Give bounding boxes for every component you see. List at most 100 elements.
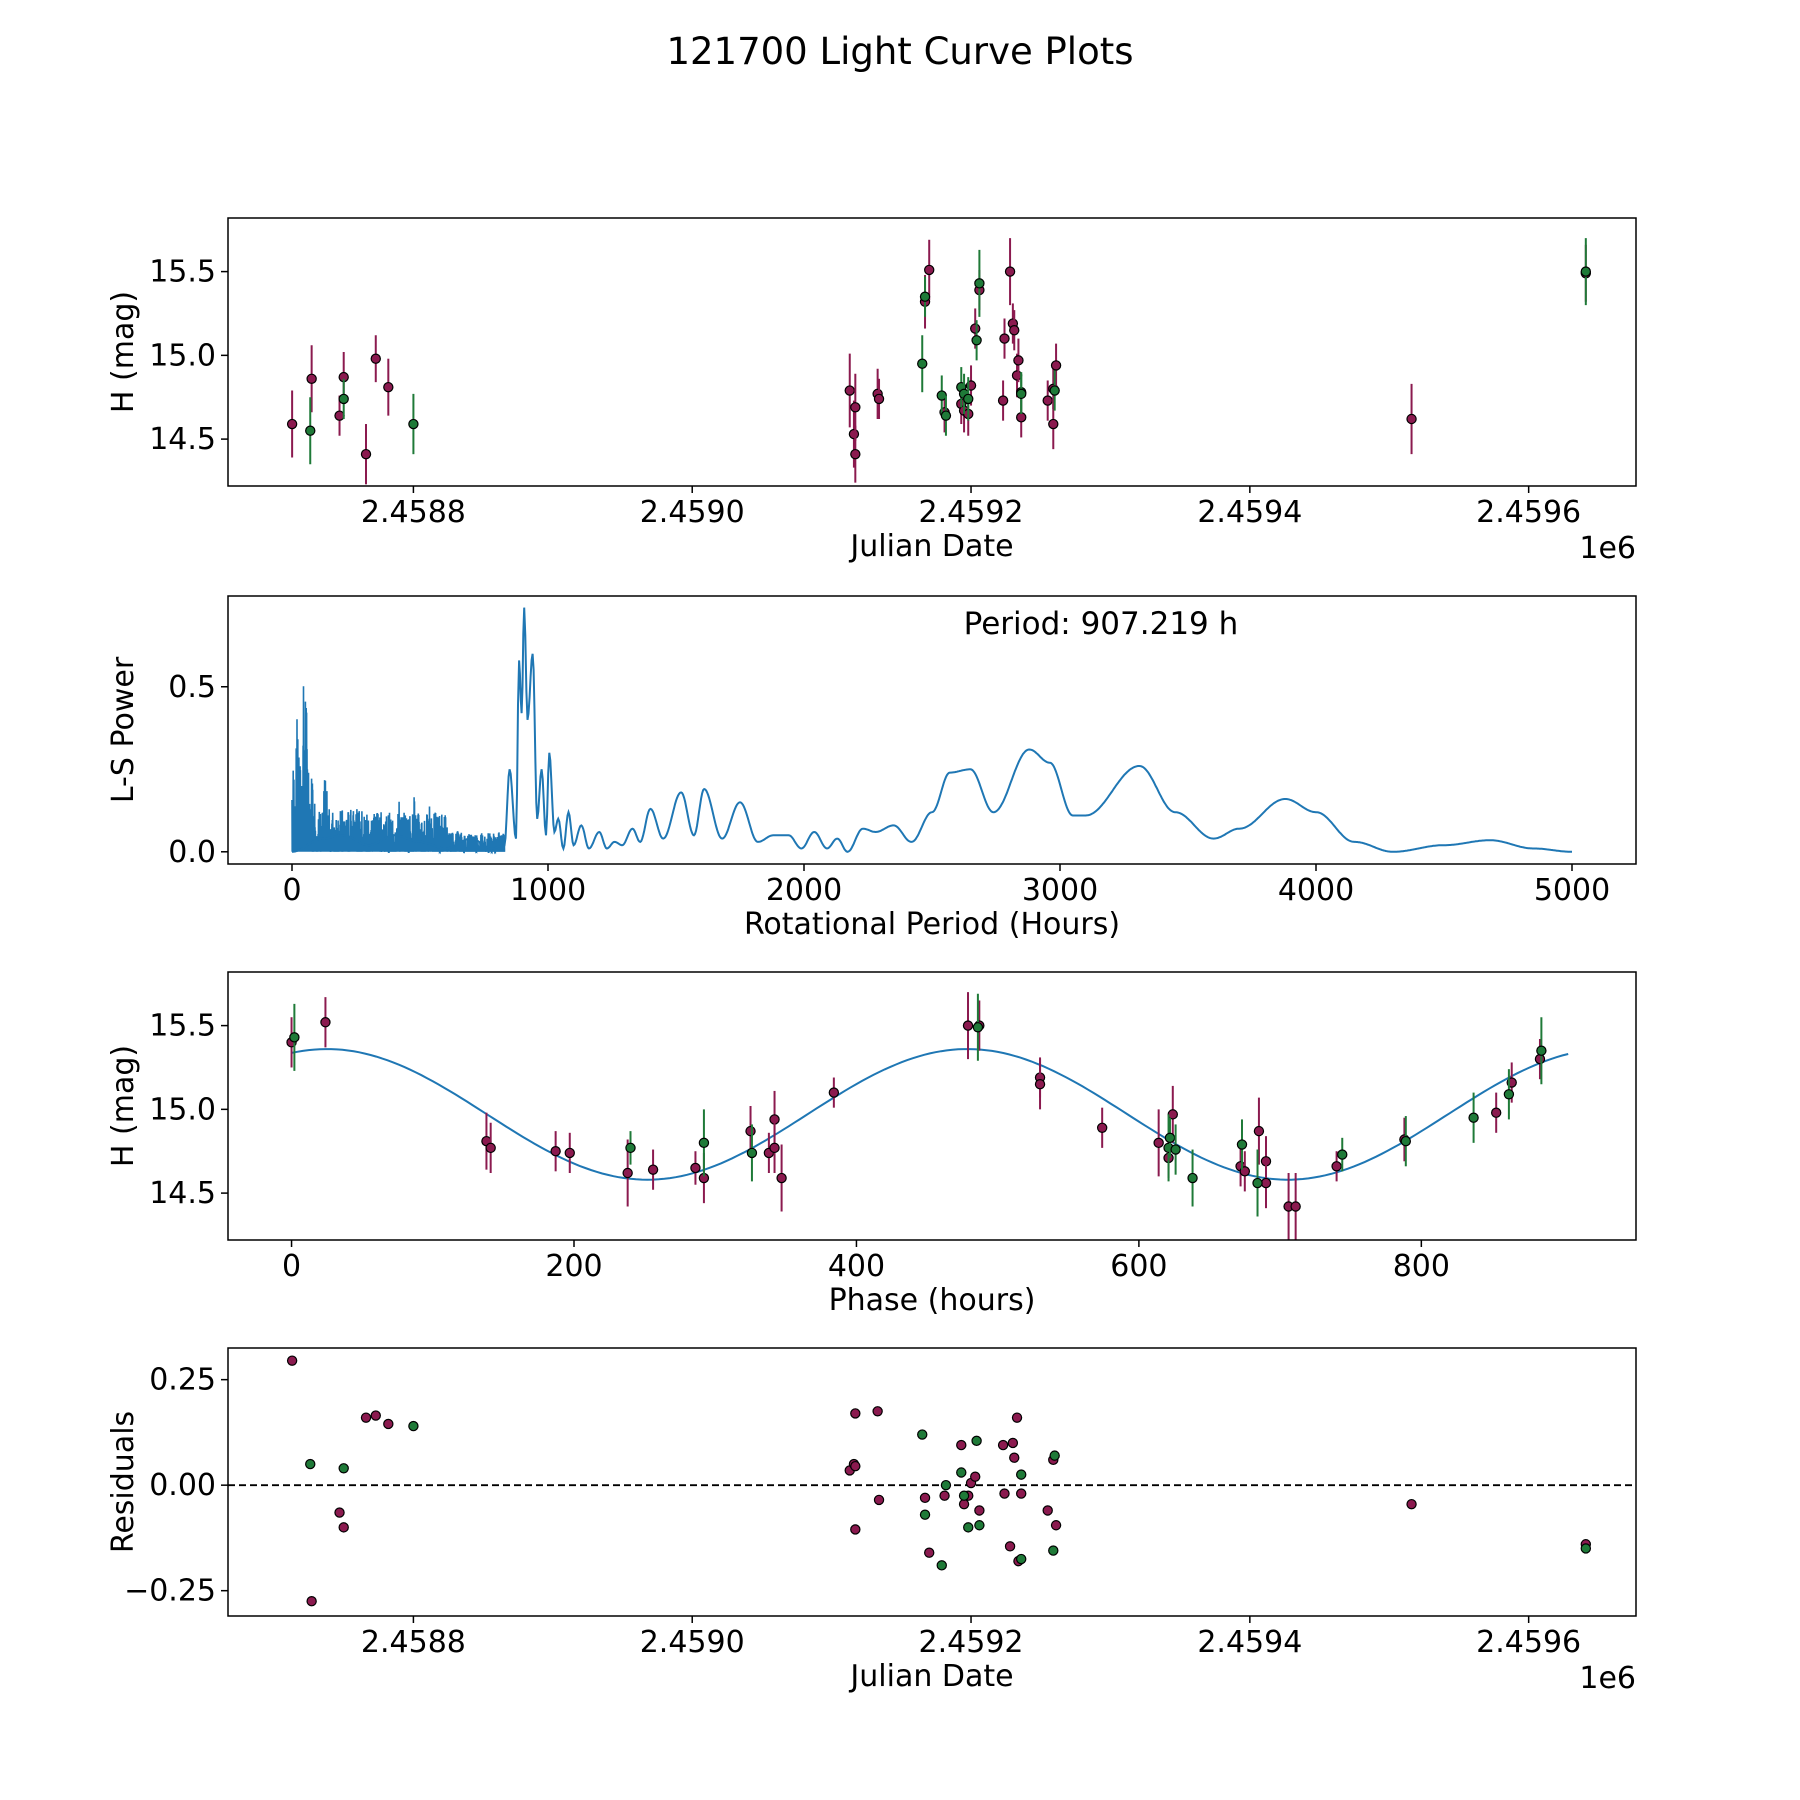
x-tick-label: 2.4594 xyxy=(1197,1625,1302,1660)
data-point-r xyxy=(999,333,1010,344)
residuals-panel: 2.4588 2.4590 2.4592 2.4594 2.4596 0.25 0.00 −0… xyxy=(106,1347,1637,1696)
data-point-r xyxy=(844,385,855,396)
data-point-g xyxy=(919,1509,931,1520)
data-point-g xyxy=(972,1022,984,1033)
data-point-g xyxy=(1016,388,1027,400)
data-point-r xyxy=(306,1596,317,1607)
data-point-r xyxy=(745,1125,756,1137)
data-point-g xyxy=(1236,1139,1248,1150)
data-point-r xyxy=(873,393,885,405)
data-point-r xyxy=(958,1498,970,1510)
data-point-g xyxy=(1016,1553,1027,1565)
data-point-g xyxy=(1580,266,1592,277)
data-point-r xyxy=(1048,418,1059,430)
data-point-g xyxy=(305,1458,316,1470)
data-point-g xyxy=(917,1429,928,1440)
data-point-r xyxy=(306,373,317,384)
x-offset-label: 1e6 xyxy=(1579,531,1636,566)
data-point-r xyxy=(850,402,861,413)
x-tick-label: 2.4590 xyxy=(640,1625,745,1660)
data-point-r xyxy=(970,1471,981,1482)
data-point-g xyxy=(1252,1177,1263,1189)
data-point-r xyxy=(1253,1125,1265,1137)
figure-title: 121700 Light Curve Plots xyxy=(666,30,1133,73)
data-point-r xyxy=(924,264,935,276)
data-point-r xyxy=(1534,1053,1546,1065)
phase-folded-panel: 0 200 400 600 800 14.5 15.0 15.5 Phase (hours) H … xyxy=(106,971,1637,1318)
x-tick-label: 3000 xyxy=(1022,873,1098,908)
data-point-g xyxy=(338,393,349,405)
y-axis-label: H (mag) xyxy=(106,291,141,413)
data-point-r xyxy=(647,1164,659,1175)
data-point-r xyxy=(1406,413,1417,425)
data-point-r xyxy=(848,428,860,440)
periodogram-line xyxy=(292,607,1572,853)
x-tick-label: 600 xyxy=(1110,1249,1167,1284)
data-point-r xyxy=(690,1162,701,1174)
data-point-r xyxy=(872,1406,883,1417)
data-point-r xyxy=(999,1488,1010,1499)
x-tick-label: 0 xyxy=(282,873,301,908)
data-point-r xyxy=(1016,1488,1027,1499)
data-point-r xyxy=(1016,412,1027,423)
data-point-r xyxy=(334,1507,345,1518)
plot-area xyxy=(286,992,1569,1240)
data-point-g xyxy=(1536,1045,1547,1056)
periodogram-noise-region xyxy=(291,686,506,855)
x-tick-label: 2.4588 xyxy=(361,495,466,530)
data-point-g xyxy=(289,1032,300,1043)
data-point-r xyxy=(962,1020,974,1031)
data-point-g xyxy=(958,1490,970,1501)
x-tick-label: 4000 xyxy=(1278,873,1354,908)
data-point-r xyxy=(1042,395,1053,406)
data-point-g xyxy=(1400,1135,1412,1147)
data-point-r xyxy=(360,448,372,460)
y-tick-label: 14.5 xyxy=(149,1176,216,1211)
plot-area xyxy=(286,238,1592,485)
data-point-g xyxy=(1164,1132,1176,1144)
data-point-g xyxy=(1048,1545,1059,1556)
y-axis-label: H (mag) xyxy=(106,1045,141,1167)
data-point-r xyxy=(828,1087,840,1098)
data-point-r xyxy=(550,1146,561,1157)
data-point-r xyxy=(1096,1122,1108,1133)
data-point-g xyxy=(1049,385,1060,396)
plot-frame xyxy=(227,217,1637,487)
data-point-r xyxy=(1490,1107,1502,1118)
data-point-g xyxy=(963,393,974,405)
data-point-r xyxy=(776,1172,787,1184)
x-tick-label: 2.4592 xyxy=(919,1625,1024,1660)
data-point-g xyxy=(1503,1089,1515,1100)
x-axis-label: Julian Date xyxy=(848,529,1013,564)
data-point-r xyxy=(1260,1177,1272,1189)
data-point-g xyxy=(940,410,952,421)
data-point-r xyxy=(1406,1498,1417,1510)
y-tick-label: 0.5 xyxy=(168,670,216,705)
data-point-r xyxy=(564,1147,575,1159)
periodogram-panel: 0 1000 2000 3000 4000 5000 0.0 0.5 Rotational Pe… xyxy=(106,595,1637,942)
data-point-r xyxy=(997,1439,1009,1451)
data-point-r xyxy=(1013,355,1024,366)
y-tick-label: 0.0 xyxy=(168,835,216,870)
data-point-r xyxy=(1290,1201,1301,1212)
x-tick-label: 2.4594 xyxy=(1197,495,1302,530)
data-point-r xyxy=(1011,1412,1023,1423)
data-point-g xyxy=(956,1467,967,1478)
data-point-r xyxy=(769,1142,780,1154)
model-fit-curve xyxy=(291,1048,1569,1181)
y-axis-label: L-S Power xyxy=(106,656,141,803)
data-point-r xyxy=(1004,1541,1016,1552)
data-point-g xyxy=(1016,1469,1027,1480)
y-tick-label: −0.25 xyxy=(124,1574,216,1609)
y-tick-label: 0.25 xyxy=(149,1363,216,1398)
data-point-g xyxy=(408,1420,419,1432)
x-tick-label: 2.4596 xyxy=(1476,495,1581,530)
data-point-g xyxy=(338,1463,349,1474)
x-tick-label: 2.4588 xyxy=(361,1625,466,1660)
x-tick-label: 0 xyxy=(282,1249,301,1284)
plot-frame xyxy=(227,1347,1637,1617)
x-tick-label: 5000 xyxy=(1534,873,1610,908)
data-point-r xyxy=(383,1418,394,1430)
x-tick-label: 800 xyxy=(1393,1249,1450,1284)
